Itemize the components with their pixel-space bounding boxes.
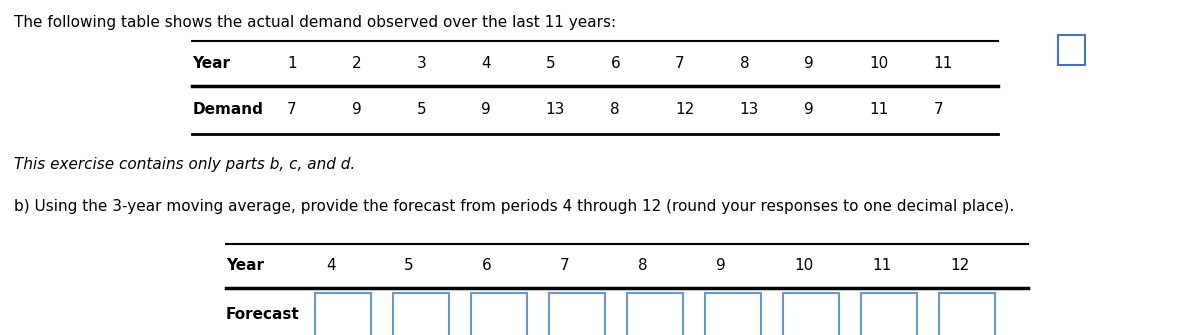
FancyBboxPatch shape [784,292,839,335]
Text: 13: 13 [739,102,760,117]
Text: 9: 9 [481,102,491,117]
Text: Year: Year [226,258,264,273]
Text: 4: 4 [481,56,491,71]
Text: 9: 9 [804,56,814,71]
Text: 11: 11 [872,258,892,273]
Text: 7: 7 [676,56,685,71]
Text: 8: 8 [611,102,620,117]
Text: 7: 7 [934,102,943,117]
Text: 9: 9 [716,258,726,273]
Text: 8: 8 [638,258,648,273]
Text: 5: 5 [546,56,556,71]
Text: 4: 4 [326,258,336,273]
Text: 8: 8 [739,56,749,71]
Text: This exercise contains only parts b, c, and d.: This exercise contains only parts b, c, … [14,157,355,172]
FancyBboxPatch shape [940,292,995,335]
Text: 7: 7 [287,102,296,117]
Text: 12: 12 [950,258,970,273]
Text: 11: 11 [869,102,888,117]
Text: 9: 9 [804,102,814,117]
FancyBboxPatch shape [706,292,761,335]
Text: 10: 10 [869,56,888,71]
Text: 3: 3 [416,56,426,71]
Text: 10: 10 [794,258,814,273]
Text: 2: 2 [352,56,361,71]
Text: 6: 6 [482,258,492,273]
Text: The following table shows the actual demand observed over the last 11 years:: The following table shows the actual dem… [14,15,616,30]
FancyBboxPatch shape [862,292,917,335]
FancyBboxPatch shape [472,292,527,335]
Text: 11: 11 [934,56,953,71]
FancyBboxPatch shape [628,292,683,335]
Text: 13: 13 [546,102,565,117]
Text: Demand: Demand [192,102,263,117]
Text: 5: 5 [416,102,426,117]
Text: Forecast: Forecast [226,307,300,322]
Text: 1: 1 [287,56,296,71]
Text: 5: 5 [404,258,414,273]
Text: 9: 9 [352,102,361,117]
Text: 6: 6 [611,56,620,71]
Text: b) Using the 3-year moving average, provide the forecast from periods 4 through : b) Using the 3-year moving average, prov… [14,199,1014,214]
FancyBboxPatch shape [314,292,371,335]
FancyBboxPatch shape [550,292,605,335]
Text: 7: 7 [560,258,570,273]
Text: 12: 12 [676,102,695,117]
Text: Year: Year [192,56,230,71]
FancyBboxPatch shape [392,292,449,335]
FancyBboxPatch shape [1057,35,1085,65]
